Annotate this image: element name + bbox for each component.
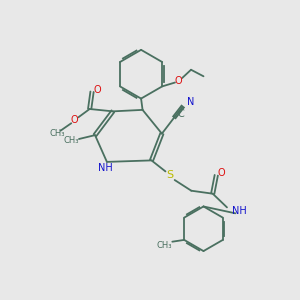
Text: O: O [71, 115, 79, 125]
Text: CH₃: CH₃ [50, 129, 65, 138]
Text: NH: NH [98, 164, 113, 173]
Text: NH: NH [232, 206, 247, 216]
Text: C: C [178, 109, 185, 119]
Text: N: N [187, 98, 194, 107]
Text: CH₃: CH₃ [64, 136, 79, 145]
Text: O: O [218, 169, 225, 178]
Text: O: O [94, 85, 101, 95]
Text: O: O [175, 76, 182, 86]
Text: S: S [167, 170, 173, 180]
Text: CH₃: CH₃ [157, 241, 172, 250]
